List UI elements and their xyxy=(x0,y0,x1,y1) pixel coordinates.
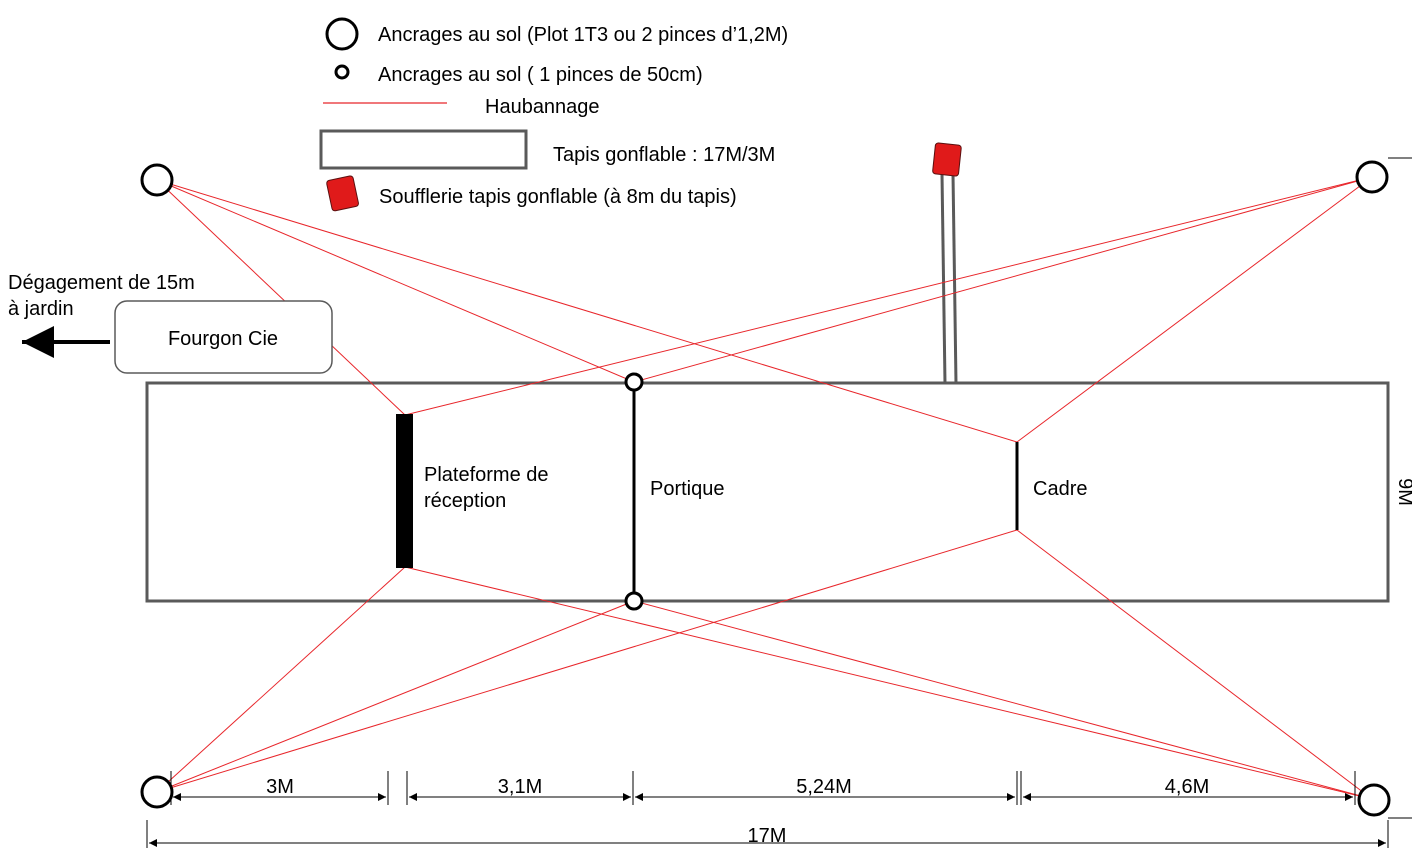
anchor-top-left-icon xyxy=(140,163,174,197)
anchor-bottom-left-icon xyxy=(140,775,174,809)
legend-big-anchor-label: Ancrages au sol (Plot 1T3 ou 2 pinces d’… xyxy=(378,24,788,46)
clearance-note: Dégagement de 15m à jardin xyxy=(8,272,195,358)
dimension-total-label: 17M xyxy=(748,825,787,847)
reception-platform xyxy=(396,414,413,568)
van-box xyxy=(114,300,333,374)
portique-label: Portique xyxy=(650,478,725,500)
anchor-bottom-right-icon xyxy=(1357,783,1391,817)
platform-label-line-1: Plateforme de xyxy=(424,464,549,486)
dimension-seg3-label: 5,24M xyxy=(796,776,852,798)
dimension-seg4-label: 4,6M xyxy=(1165,776,1209,798)
blower-legend-icon xyxy=(326,175,359,212)
portique-bottom-anchor-icon xyxy=(624,591,644,611)
clearance-line-1: Dégagement de 15m xyxy=(8,272,195,294)
legend-guy-line-label: Haubannage xyxy=(485,96,600,118)
dimension-lines xyxy=(146,771,1389,848)
legend: Ancrages au sol (Plot 1T3 ou 2 pinces d’… xyxy=(319,17,788,212)
inflatable-mat xyxy=(145,381,1390,603)
anchor-top-right-icon xyxy=(1355,160,1389,194)
clearance-line-2: à jardin xyxy=(8,298,74,320)
big-anchor-legend-icon xyxy=(325,17,359,51)
legend-small-anchor-label: Ancrages au sol ( 1 pinces de 50cm) xyxy=(378,64,703,86)
side-dimension-label: 9M xyxy=(1394,478,1412,506)
van: Fourgon Cie xyxy=(114,300,333,374)
small-anchor-legend-icon xyxy=(334,64,350,80)
legend-mat-label: Tapis gonflable : 17M/3M xyxy=(553,144,775,166)
legend-blower-label: Soufflerie tapis gonflable (à 8m du tapi… xyxy=(379,186,737,208)
dimension-seg1-label: 3M xyxy=(266,776,294,798)
guy-lines xyxy=(156,176,1373,800)
van-label: Fourgon Cie xyxy=(168,328,278,350)
cadre-label: Cadre xyxy=(1033,478,1087,500)
mat-legend-icon xyxy=(319,129,528,170)
blower-icon xyxy=(932,142,962,177)
blower xyxy=(932,142,962,385)
portique-top-anchor-icon xyxy=(624,372,644,392)
platform-label-line-2: réception xyxy=(424,490,506,512)
dimension-seg2-label: 3,1M xyxy=(498,776,542,798)
